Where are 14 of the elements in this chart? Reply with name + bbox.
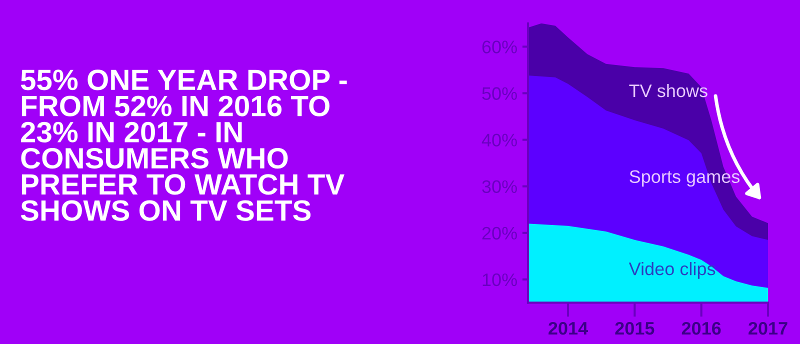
y-tick-label: 10% — [482, 273, 517, 286]
y-tick-label: 60% — [482, 40, 517, 54]
x-tick-label: 2016 — [682, 322, 721, 335]
series-label: TV shows — [629, 84, 708, 98]
y-tick-label: 30% — [482, 180, 517, 194]
text: 55% ONE YEAR DROP - FROM 52% IN 2016 TO 23% IN 2017 - IN CONSUMERS WHO PREFER TO WATCH TV SHOWS ON TV SETS — [20, 70, 347, 221]
y-tick-label: 40% — [482, 134, 517, 146]
x-tick-label: 2017 — [748, 322, 788, 335]
y-tick-label: 20% — [482, 226, 517, 240]
x-tick-label: 2015 — [615, 322, 654, 335]
x-tick-label: 2014 — [548, 322, 588, 335]
y-tick-label: 50% — [482, 87, 517, 100]
series-label: Video clips — [628, 262, 716, 279]
series-label: Sports games — [630, 170, 740, 187]
